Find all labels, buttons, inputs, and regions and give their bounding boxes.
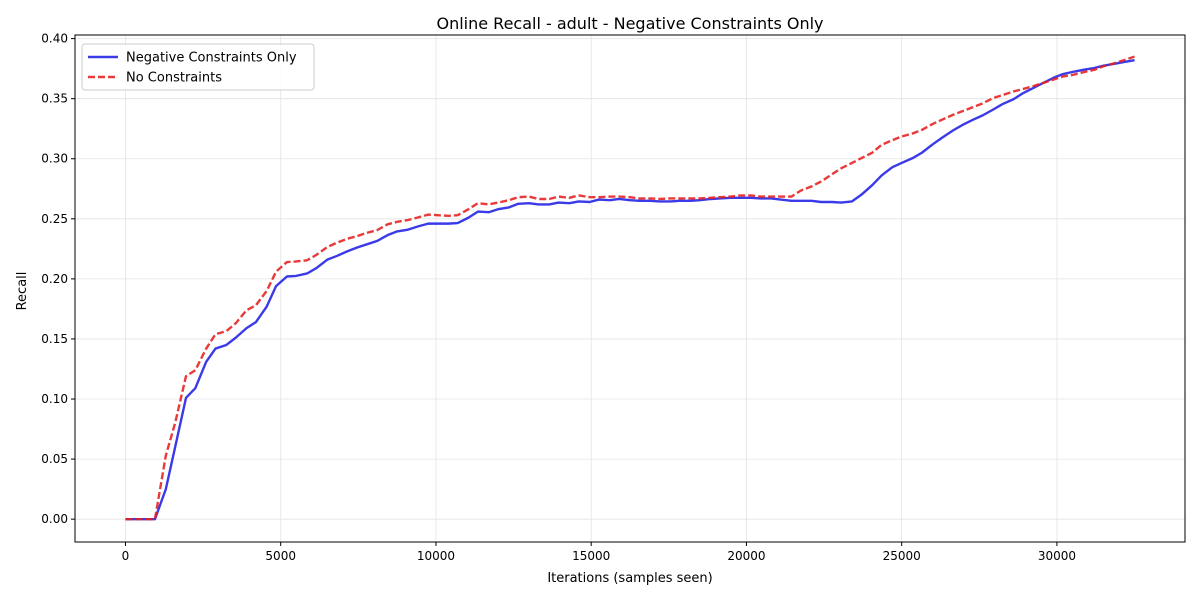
x-tick-label: 30000 — [1038, 549, 1076, 563]
plot-area-frame — [74, 34, 1186, 543]
y-tick-label: 0.30 — [41, 152, 68, 166]
y-tick-label: 0.05 — [41, 452, 68, 466]
y-tick-label: 0.40 — [41, 32, 68, 46]
x-tick-label: 20000 — [727, 549, 765, 563]
x-tick-label: 5000 — [265, 549, 296, 563]
x-tick-label: 10000 — [417, 549, 455, 563]
y-tick-label: 0.35 — [41, 92, 68, 106]
y-axis-ticks: 0.00 0.05 0.10 0.15 0.20 0.25 0.30 0.35 0.40 — [41, 32, 75, 526]
legend: Negative Constraints Only No Constraints — [81, 43, 315, 91]
chart-title: Online Recall - adult - Negative Constra… — [436, 14, 823, 33]
y-tick-label: 0.00 — [41, 512, 68, 526]
series-line-no-constraints — [125, 55, 1135, 521]
series-line-negative-constraints-only — [125, 59, 1135, 521]
x-axis-label: Iterations (samples seen) — [547, 571, 712, 586]
y-axis-label: Recall — [15, 272, 30, 311]
legend-label-negative-constraints: Negative Constraints Only — [126, 51, 297, 66]
x-tick-label: 25000 — [883, 549, 921, 563]
y-tick-label: 0.10 — [41, 392, 68, 406]
y-tick-label: 0.25 — [41, 212, 68, 226]
series-lines — [125, 55, 1135, 521]
y-tick-label: 0.15 — [41, 332, 68, 346]
x-tick-label: 15000 — [572, 549, 610, 563]
x-tick-label: 0 — [122, 549, 130, 563]
x-axis-ticks: 0 5000 10000 15000 20000 25000 30000 — [122, 542, 1076, 563]
legend-label-no-constraints: No Constraints — [126, 71, 222, 86]
legend-box — [81, 43, 315, 91]
y-tick-label: 0.20 — [41, 272, 68, 286]
grid-lines — [75, 35, 1185, 542]
